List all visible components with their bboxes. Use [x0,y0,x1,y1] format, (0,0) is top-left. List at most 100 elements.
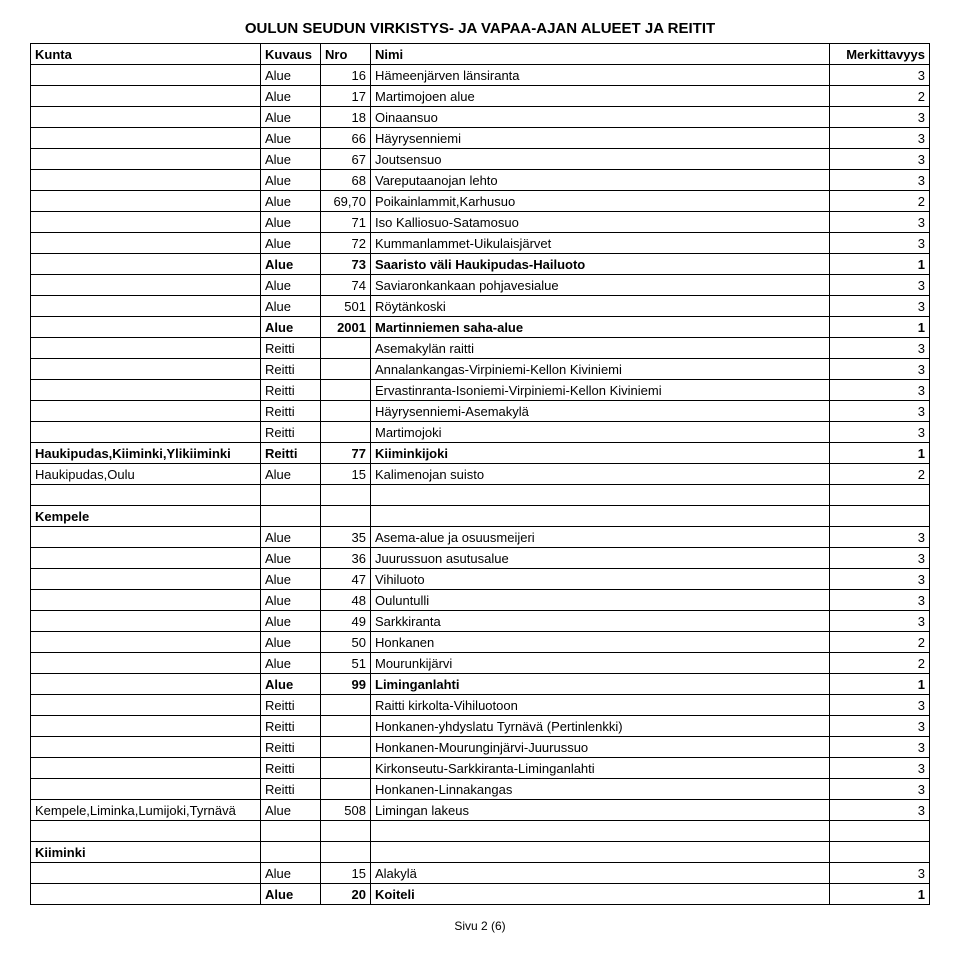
cell-kunta [31,716,261,737]
cell-kuvaus: Reitti [261,443,321,464]
table-row: Alue20Koiteli1 [31,884,930,905]
cell-nro: 51 [321,653,371,674]
cell-merkittavyys [830,842,930,863]
cell-kunta [31,863,261,884]
cell-kunta [31,107,261,128]
table-row: Reitti Häyrysenniemi-Asemakylä3 [31,401,930,422]
table-row: Alue35Asema-alue ja osuusmeijeri3 [31,527,930,548]
table-row: Reitti Ervastinranta-Isoniemi-Virpiniemi… [31,380,930,401]
cell-kuvaus: Reitti [261,380,321,401]
cell-nro: 508 [321,800,371,821]
cell-kunta [31,422,261,443]
cell-nro: 35 [321,527,371,548]
cell-merkittavyys: 3 [830,569,930,590]
cell-merkittavyys: 3 [830,695,930,716]
cell-nro: 2001 [321,317,371,338]
cell-nimi: Kirkonseutu-Sarkkiranta-Liminganlahti [371,758,830,779]
table-row: Alue47Vihiluoto3 [31,569,930,590]
cell-kunta [31,527,261,548]
empty-cell [371,485,830,506]
cell-nimi: Kiiminkijoki [371,443,830,464]
cell-kunta [31,338,261,359]
cell-nimi: Ouluntulli [371,590,830,611]
cell-merkittavyys: 3 [830,212,930,233]
cell-nimi: Asemakylän raitti [371,338,830,359]
cell-merkittavyys: 3 [830,779,930,800]
cell-kuvaus: Reitti [261,737,321,758]
cell-kunta [31,212,261,233]
cell-kunta [31,233,261,254]
cell-nimi: Vareputaanojan lehto [371,170,830,191]
cell-kunta [31,86,261,107]
table-row: Kempele,Liminka,Lumijoki,TyrnäväAlue508L… [31,800,930,821]
cell-merkittavyys: 3 [830,170,930,191]
cell-nro: 15 [321,863,371,884]
cell-merkittavyys: 3 [830,590,930,611]
table-row: Reitti Annalankangas-Virpiniemi-Kellon K… [31,359,930,380]
cell-kuvaus: Alue [261,65,321,86]
cell-nimi: Liminganlahti [371,674,830,695]
cell-nimi: Joutsensuo [371,149,830,170]
cell-nimi: Alakylä [371,863,830,884]
empty-cell [830,821,930,842]
table-row: Alue17Martimojoen alue2 [31,86,930,107]
cell-kuvaus: Reitti [261,338,321,359]
cell-nro [321,716,371,737]
cell-kunta: Kiiminki [31,842,261,863]
cell-nro [321,359,371,380]
cell-merkittavyys: 1 [830,674,930,695]
cell-kuvaus: Alue [261,863,321,884]
cell-nro: 17 [321,86,371,107]
cell-kuvaus: Alue [261,569,321,590]
cell-kunta [31,548,261,569]
cell-kuvaus: Alue [261,800,321,821]
table-row: Alue36Juurussuon asutusalue3 [31,548,930,569]
cell-nimi [371,842,830,863]
cell-merkittavyys: 2 [830,653,930,674]
cell-nimi: Vihiluoto [371,569,830,590]
cell-nro: 18 [321,107,371,128]
table-row: Kempele [31,506,930,527]
table-row: Reitti Honkanen-Linnakangas3 [31,779,930,800]
cell-kunta [31,317,261,338]
cell-merkittavyys: 3 [830,380,930,401]
cell-kunta [31,275,261,296]
cell-nro [321,338,371,359]
cell-merkittavyys: 3 [830,548,930,569]
cell-kunta [31,380,261,401]
cell-nro [321,842,371,863]
cell-nro [321,695,371,716]
cell-nro [321,380,371,401]
cell-kunta [31,296,261,317]
cell-merkittavyys: 2 [830,632,930,653]
cell-kuvaus: Alue [261,317,321,338]
cell-nro: 49 [321,611,371,632]
cell-nro [321,401,371,422]
empty-cell [830,485,930,506]
cell-kuvaus: Reitti [261,758,321,779]
col-merkittavyys: Merkittavyys [830,44,930,65]
cell-nimi: Kalimenojan suisto [371,464,830,485]
col-kunta: Kunta [31,44,261,65]
cell-kuvaus: Alue [261,884,321,905]
table-row: Alue51Mourunkijärvi2 [31,653,930,674]
table-row: Alue72Kummanlammet-Uikulaisjärvet3 [31,233,930,254]
cell-kunta [31,65,261,86]
table-row: Reitti Martimojoki3 [31,422,930,443]
cell-nro: 66 [321,128,371,149]
cell-nro: 73 [321,254,371,275]
cell-kuvaus [261,506,321,527]
cell-merkittavyys: 2 [830,191,930,212]
cell-merkittavyys: 3 [830,359,930,380]
cell-kuvaus: Alue [261,527,321,548]
cell-kuvaus: Alue [261,107,321,128]
cell-merkittavyys: 2 [830,86,930,107]
cell-kuvaus: Reitti [261,695,321,716]
empty-cell [321,485,371,506]
col-nimi: Nimi [371,44,830,65]
cell-nro: 20 [321,884,371,905]
cell-kunta [31,401,261,422]
cell-nimi: Honkanen-Mourunginjärvi-Juurussuo [371,737,830,758]
cell-kunta: Haukipudas,Kiiminki,Ylikiiminki [31,443,261,464]
cell-nro: 50 [321,632,371,653]
